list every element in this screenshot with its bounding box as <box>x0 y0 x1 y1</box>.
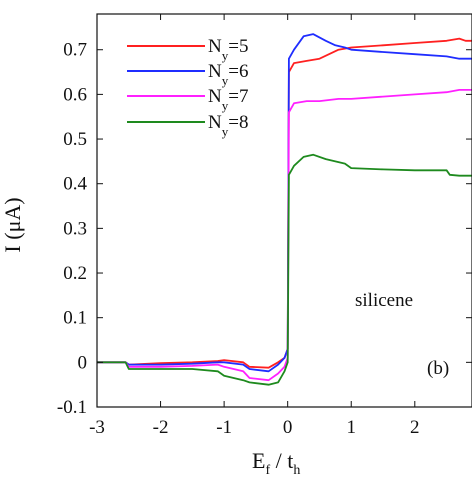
x-axis-title: Ef / th <box>252 448 300 478</box>
legend-label: Ny=6 <box>208 61 248 88</box>
x-axis-title-sub1: f <box>265 463 270 478</box>
x-tick-label: -1 <box>216 417 232 438</box>
x-tick-label: 0 <box>283 417 293 438</box>
axes-layer: -3 -2 -1 0 1 2 -0.1 0 0.1 0.2 0.3 0.4 0.5 0.6 0.7 <box>57 13 472 438</box>
y-tick-label: 0.2 <box>63 263 87 284</box>
y-tick-label: 0.6 <box>63 84 87 105</box>
plot-frame <box>96 13 472 408</box>
y-tick-label: 0.3 <box>63 218 87 239</box>
series-line-ny8 <box>97 153 472 386</box>
annotation-silicene: silicene <box>355 290 413 311</box>
y-axis-title: I (μA) <box>0 197 25 252</box>
y-tick-label: 0.4 <box>63 174 87 195</box>
legend-label: Ny=7 <box>208 86 248 113</box>
series-line-ny7 <box>97 89 472 382</box>
legend: Ny=5Ny=6Ny=7Ny=8 <box>127 36 248 139</box>
annotation-panel-label: (b) <box>427 358 449 379</box>
y-tick-label: 0.1 <box>63 308 87 329</box>
x-tick-label: -2 <box>153 417 169 438</box>
legend-label: Ny=8 <box>208 112 248 139</box>
series-layer <box>97 33 472 386</box>
x-axis-title-main: E <box>252 448 265 473</box>
x-tick-label: 2 <box>410 417 420 438</box>
x-axis-title-mid: / t <box>270 448 293 473</box>
x-tick-label: 1 <box>346 417 356 438</box>
y-tick-label: 0.7 <box>63 40 87 61</box>
y-tick-label: 0 <box>78 352 88 373</box>
y-tick-label: -0.1 <box>57 397 87 418</box>
x-axis-title-sub2: h <box>293 463 300 478</box>
legend-label: Ny=5 <box>208 36 248 63</box>
y-tick-label: 0.5 <box>63 129 87 150</box>
x-tick-label: -3 <box>89 417 105 438</box>
